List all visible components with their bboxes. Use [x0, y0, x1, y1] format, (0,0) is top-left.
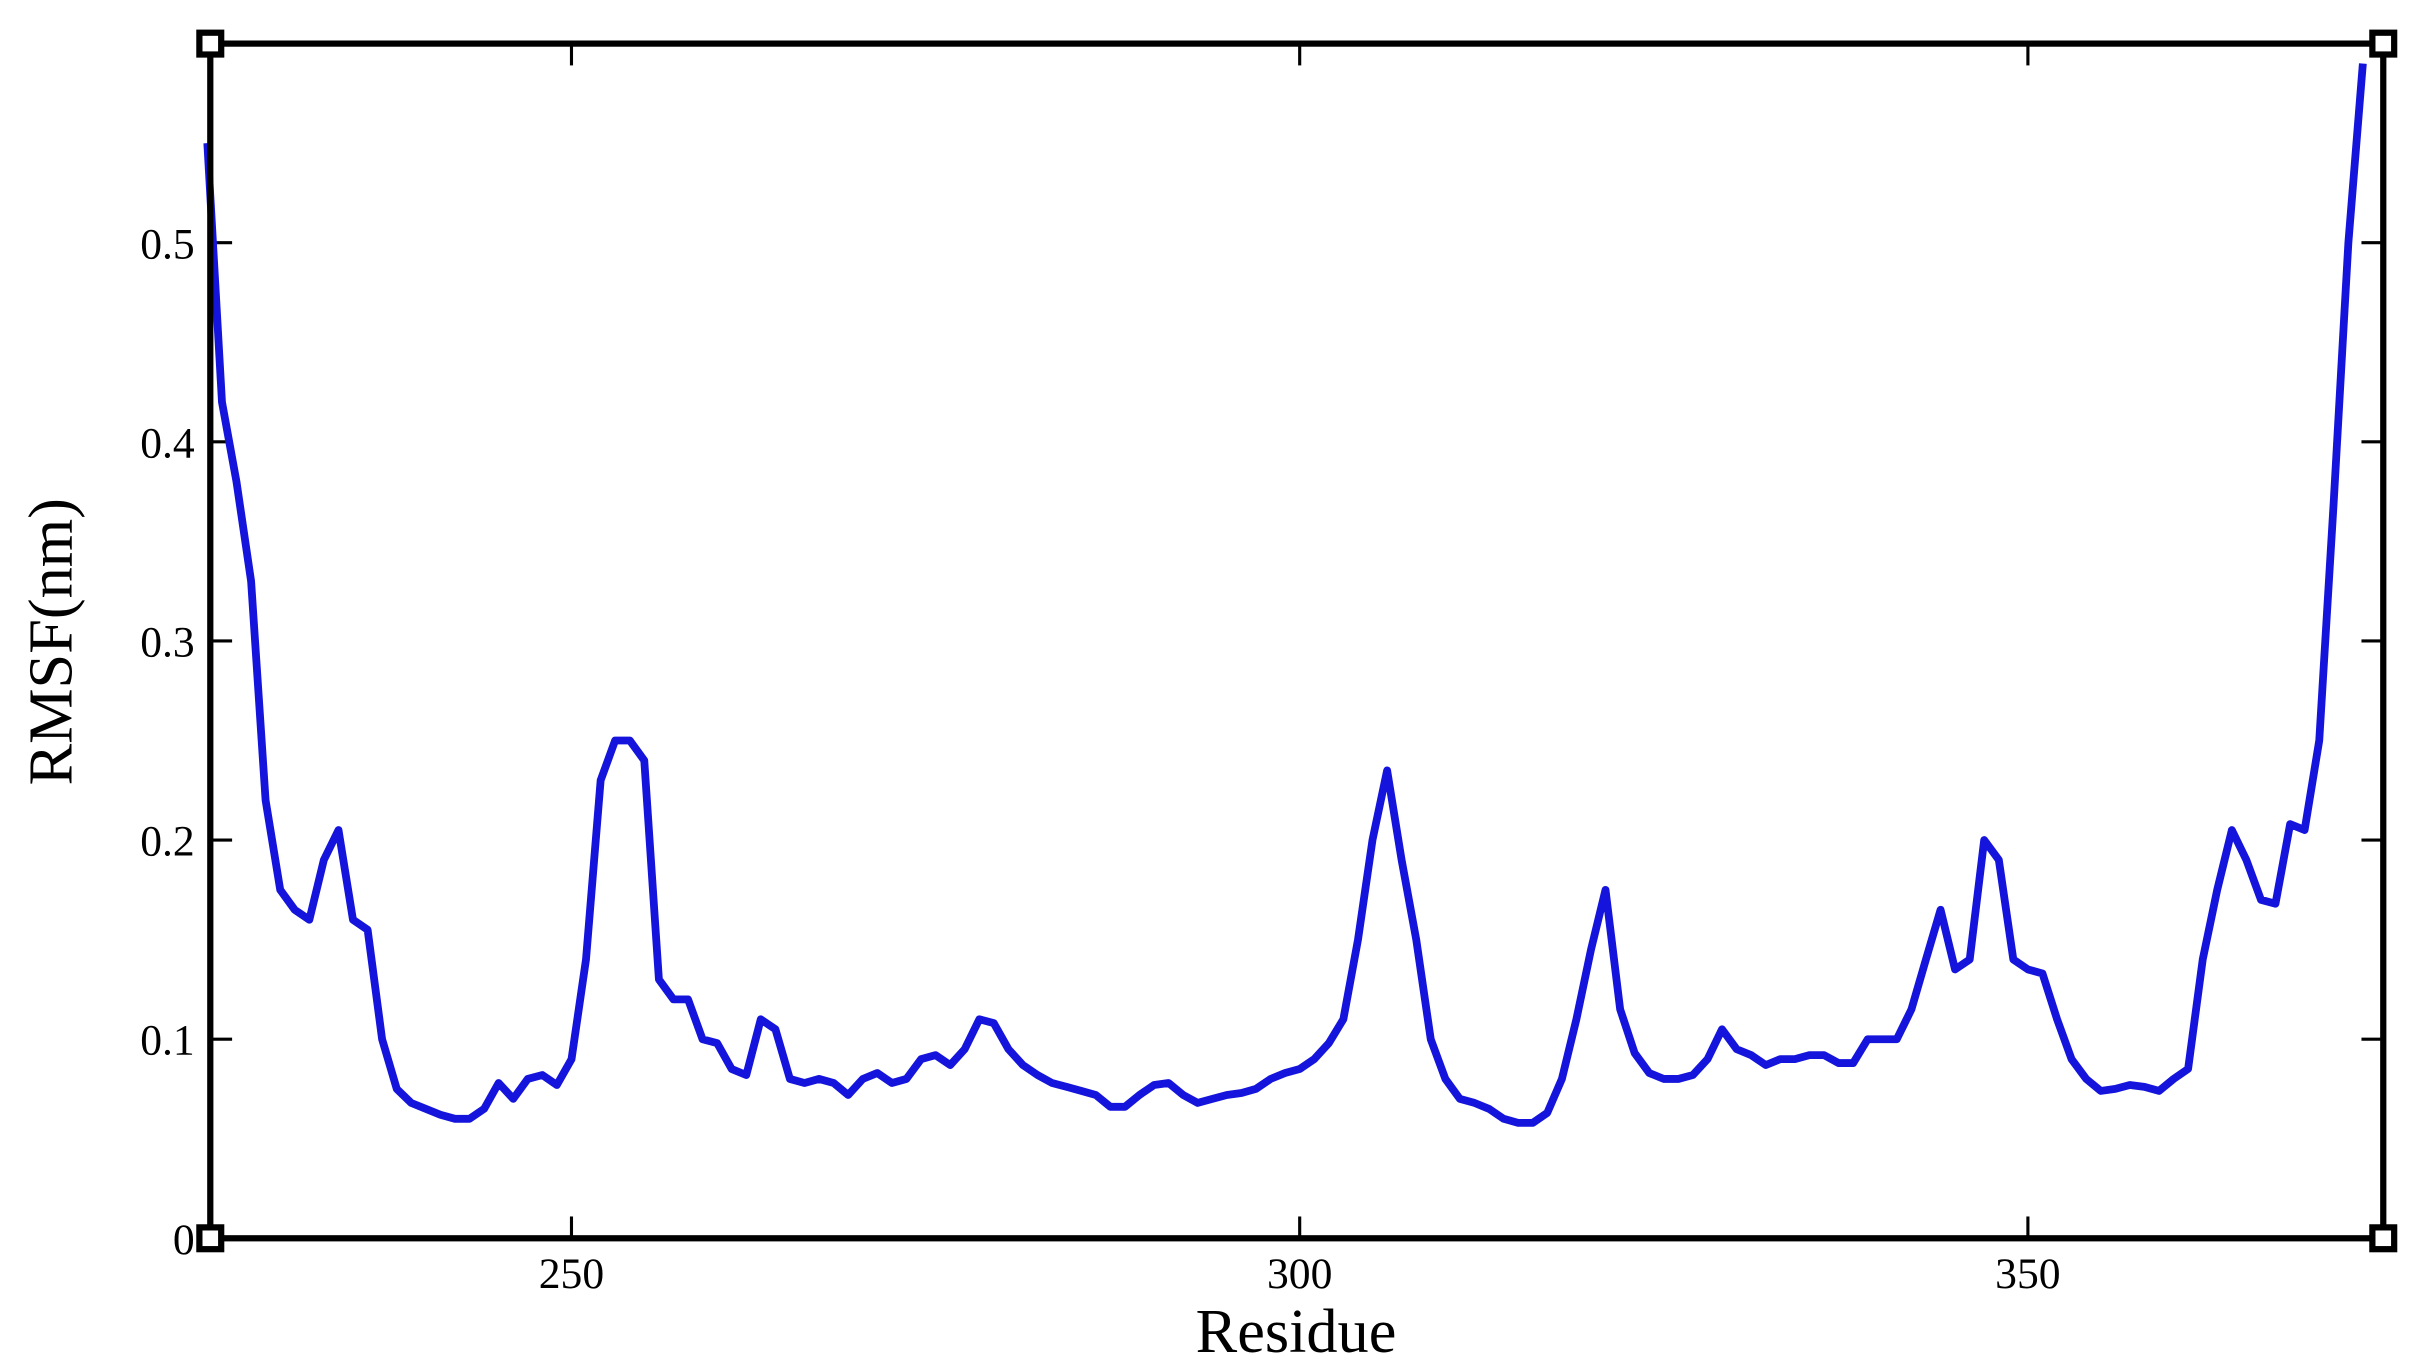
- y-tick-label: 0.5: [140, 220, 195, 268]
- y-axis-label: RMSF(nm): [17, 498, 86, 785]
- plot-frame: [207, 40, 2387, 1242]
- x-tick-label: 300: [1267, 1250, 1332, 1298]
- data-line: [203, 63, 2367, 1127]
- corner-handle: [2369, 1224, 2398, 1253]
- x-tick-label: 350: [1995, 1250, 2060, 1298]
- corner-handle: [2369, 29, 2398, 58]
- corner-handle: [196, 1224, 225, 1253]
- corner-handle: [196, 29, 225, 58]
- y-tick-label: 0: [173, 1216, 195, 1264]
- y-tick-label: 0.1: [140, 1017, 195, 1065]
- x-tick-label: 250: [539, 1250, 604, 1298]
- y-tick-label: 0.2: [140, 818, 195, 866]
- x-axis-label: Residue: [1196, 1297, 1397, 1366]
- y-tick-label: 0.3: [140, 619, 195, 667]
- y-tick-label: 0.4: [140, 419, 195, 467]
